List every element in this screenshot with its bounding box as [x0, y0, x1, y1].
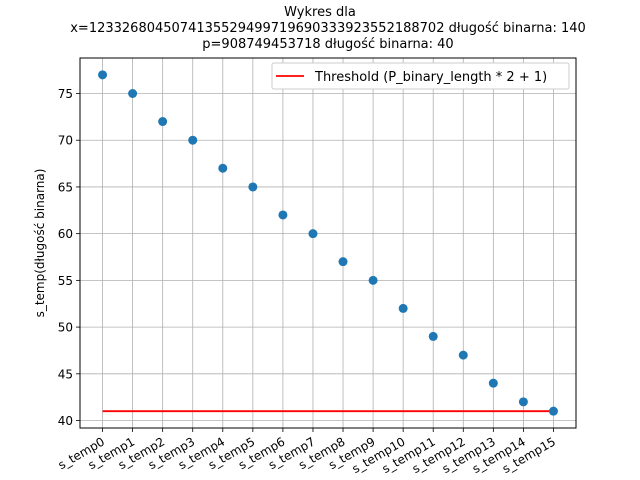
data-point: [188, 135, 198, 145]
y-tick-label: 40: [58, 414, 73, 428]
y-tick-label: 45: [58, 367, 73, 381]
data-point: [398, 303, 408, 313]
data-point: [548, 406, 558, 416]
y-tick-label: 60: [58, 227, 73, 241]
y-tick-label: 70: [58, 134, 73, 148]
data-point: [248, 182, 258, 192]
chart-title: Wykres dla x=123326804507413552949971969…: [70, 5, 586, 52]
data-point: [368, 275, 378, 285]
title-line-2: x=12332680450741355294997196903339235521…: [70, 21, 586, 36]
data-point: [338, 257, 348, 267]
data-point: [518, 397, 528, 407]
data-point: [428, 331, 438, 341]
legend: Threshold (P_binary_length * 2 + 1): [271, 62, 570, 90]
legend-label: Threshold (P_binary_length * 2 + 1): [314, 70, 547, 85]
title-line-3: p=908749453718 długość binarna: 40: [202, 37, 453, 52]
data-point: [98, 70, 108, 80]
data-point: [488, 378, 498, 388]
y-tick-label: 55: [58, 274, 73, 288]
data-point: [458, 350, 468, 360]
y-tick-label: 65: [58, 180, 73, 194]
data-points: [98, 70, 558, 416]
legend-box: [271, 62, 570, 90]
y-axis-label: s_temp(długość binarna): [33, 169, 47, 318]
data-point: [218, 163, 228, 173]
data-point: [158, 117, 168, 127]
title-line-1: Wykres dla: [284, 5, 356, 20]
plot-frame: [79, 57, 577, 429]
data-point: [278, 210, 288, 220]
x-axis-ticks: s_temp0s_temp1s_temp2s_temp3s_temp4s_tem…: [56, 428, 558, 476]
data-point: [128, 89, 138, 99]
data-point: [308, 229, 318, 239]
y-axis-ticks: 40 45 50 55 60 65 70 75: [58, 87, 80, 428]
y-tick-label: 75: [58, 87, 73, 101]
y-tick-label: 50: [58, 321, 73, 335]
grid: [80, 58, 576, 428]
